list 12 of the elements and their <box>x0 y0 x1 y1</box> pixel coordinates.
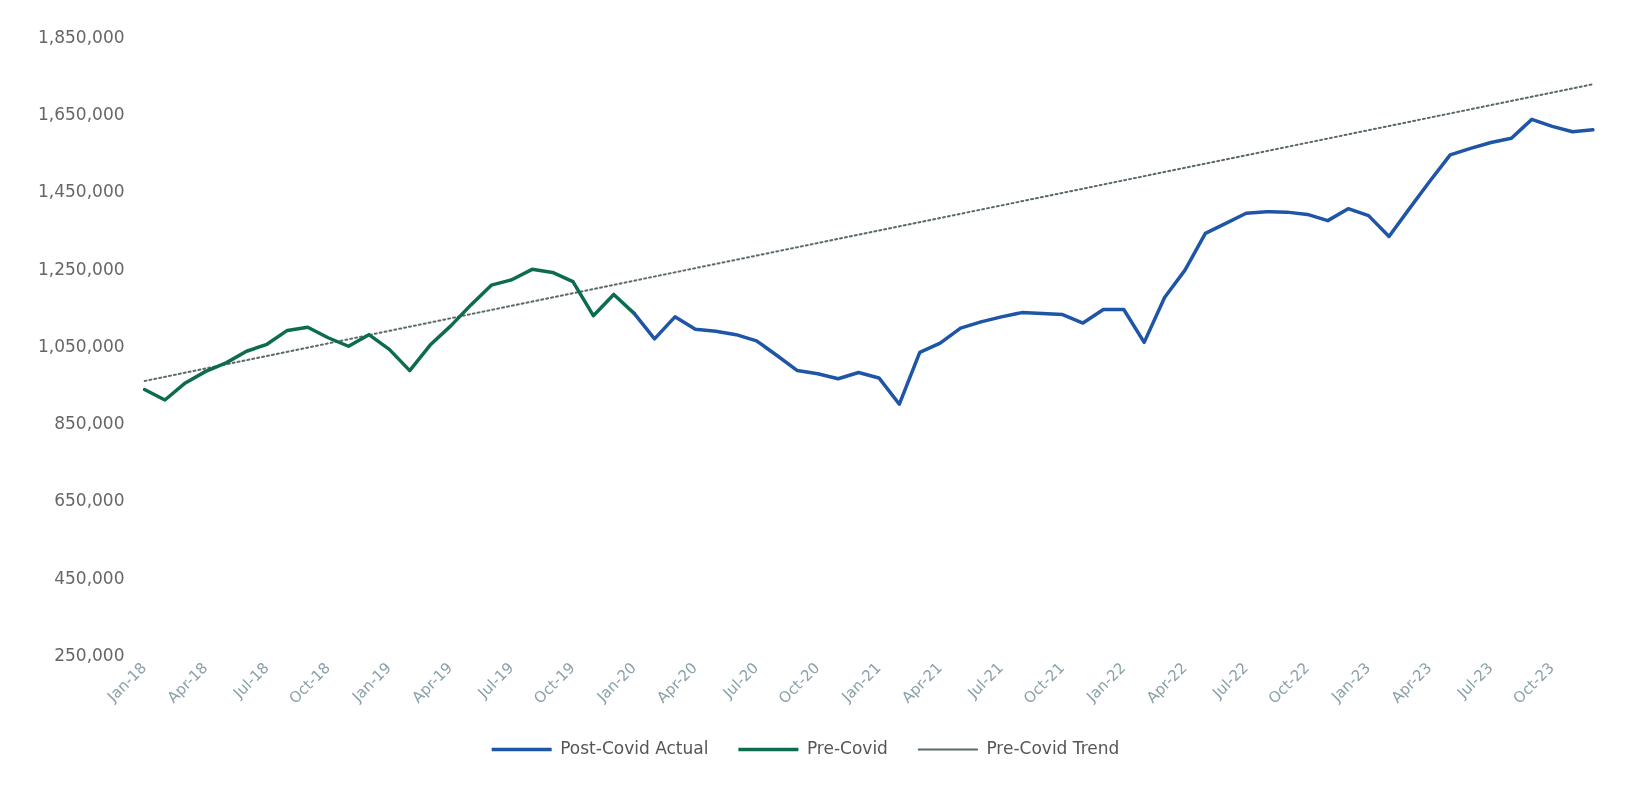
y-tick-label: 1,450,000 <box>37 181 125 202</box>
legend-label: Pre-Covid <box>806 737 888 758</box>
y-tick-label: 450,000 <box>54 567 125 588</box>
y-tick-label: 650,000 <box>54 490 125 511</box>
y-tick-label: 1,850,000 <box>37 26 125 47</box>
y-tick-label: 250,000 <box>54 645 125 666</box>
y-tick-label: 1,050,000 <box>37 335 125 356</box>
y-tick-label: 1,650,000 <box>37 103 125 124</box>
legend-label: Pre-Covid Trend <box>986 737 1120 758</box>
y-tick-label: 850,000 <box>54 413 125 434</box>
y-tick-label: 1,250,000 <box>37 258 125 279</box>
legend-label: Post-Covid Actual <box>560 737 709 758</box>
